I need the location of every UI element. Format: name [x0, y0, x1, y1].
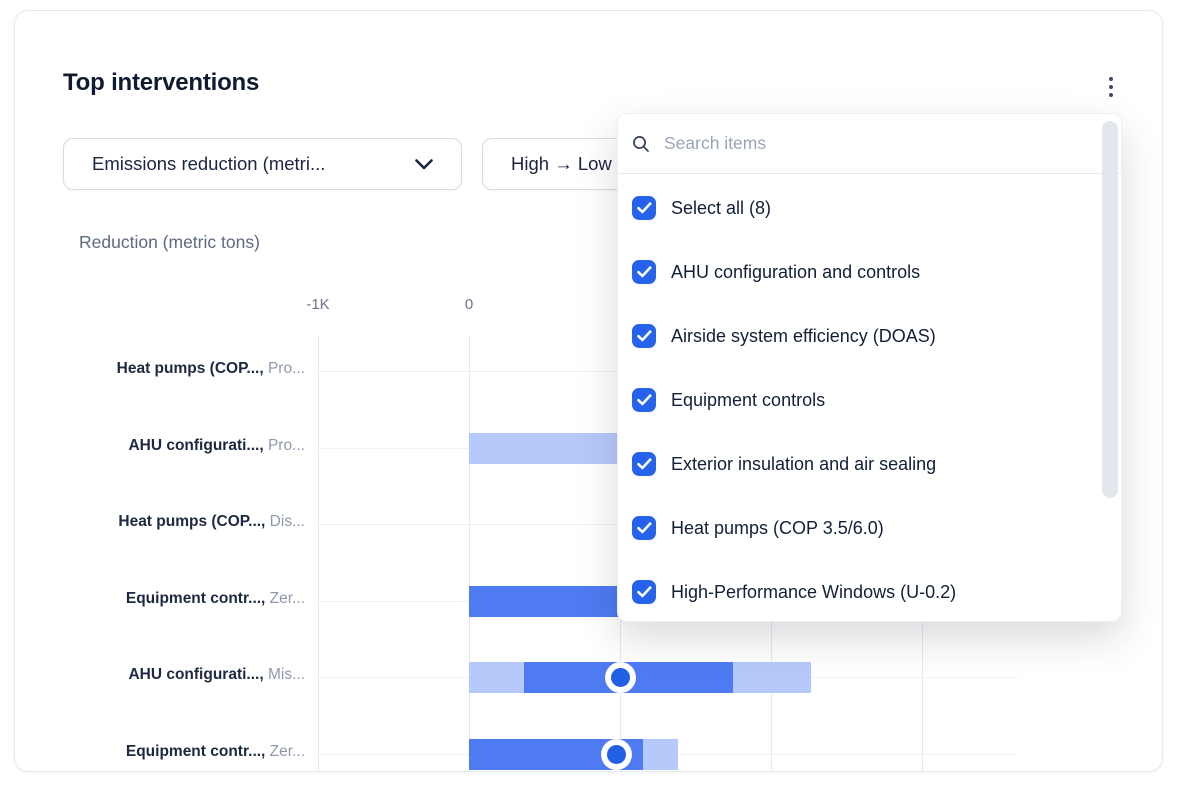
search-input[interactable]: [662, 132, 1107, 155]
kebab-menu-button[interactable]: [1097, 71, 1125, 103]
x-tick-label: 0: [464, 296, 474, 313]
row-label-scenario: Zer...: [265, 590, 305, 607]
dropdown-item-label: High-Performance Windows (U-0.2): [671, 581, 957, 602]
dropdown-item-list: Select all (8) AHU configuration and cont…: [618, 176, 1121, 624]
row-label-intervention: Heat pumps (COP...,: [118, 513, 266, 530]
metric-select[interactable]: Emissions reduction (metri...: [63, 138, 462, 190]
scrollbar-thumb[interactable]: [1102, 121, 1118, 498]
marker-dot-icon: [607, 745, 626, 764]
kebab-vertical-icon: [1108, 92, 1114, 98]
row-label-intervention: AHU configurati...,: [128, 666, 264, 683]
checkbox-checked-icon[interactable]: [632, 388, 656, 412]
kebab-vertical-icon: [1108, 84, 1114, 90]
row-label-scenario: Pro...: [263, 437, 305, 454]
dropdown-item[interactable]: Exterior insulation and air sealing: [618, 432, 1121, 496]
dropdown-item-label: Airside system efficiency (DOAS): [671, 325, 936, 346]
bar-segment-light: [469, 662, 524, 693]
card-title: Top interventions: [63, 69, 260, 96]
row-label-scenario: Pro...: [263, 360, 305, 377]
dropdown-item[interactable]: High-Performance Windows (U-0.2): [618, 560, 1121, 624]
row-label: Equipment contr..., Zer...: [30, 590, 305, 608]
row-label-intervention: Heat pumps (COP...,: [116, 360, 264, 377]
bar-segment-light: [643, 739, 678, 770]
row-label-scenario: Mis...: [263, 666, 305, 683]
dropdown-item-label: Exterior insulation and air sealing: [671, 453, 937, 474]
bar-segment-dark: [469, 586, 620, 617]
kebab-vertical-icon: [1108, 76, 1114, 82]
row-label-intervention: AHU configurati...,: [128, 437, 264, 454]
expected-value-marker: [605, 662, 636, 693]
x-tick-label: -1K: [306, 296, 330, 313]
dropdown-item[interactable]: Heat pumps (COP 3.5/6.0): [618, 496, 1121, 560]
chart-axis-title: Reduction (metric tons): [79, 232, 260, 252]
row-label-intervention: Equipment contr...,: [125, 743, 266, 760]
row-label: AHU configurati..., Pro...: [30, 437, 305, 455]
chevron-down-icon: [415, 158, 433, 169]
multiselect-dropdown-panel: Select all (8) AHU configuration and cont…: [617, 113, 1122, 622]
dropdown-item-label: Heat pumps (COP 3.5/6.0): [671, 517, 884, 538]
dropdown-item-label: Equipment controls: [671, 389, 826, 410]
row-label-scenario: Zer...: [265, 743, 305, 760]
dropdown-item[interactable]: Airside system efficiency (DOAS): [618, 304, 1121, 368]
bar-segment-light: [733, 662, 811, 693]
x-gridline: [469, 335, 470, 772]
dropdown-item-label: Select all (8): [671, 197, 772, 218]
dropdown-item[interactable]: AHU configuration and controls: [618, 240, 1121, 304]
bar-segment-light: [469, 433, 620, 464]
checkbox-checked-icon[interactable]: [632, 580, 656, 604]
dropdown-item[interactable]: Equipment controls: [618, 368, 1121, 432]
select-all-item[interactable]: Select all (8): [618, 176, 1121, 240]
row-label: AHU configurati..., Mis...: [30, 666, 305, 684]
dropdown-item-label: AHU configuration and controls: [671, 261, 921, 282]
search-icon: [633, 135, 649, 152]
marker-dot-icon: [611, 668, 630, 687]
divider: [618, 173, 1121, 174]
metric-select-value: Emissions reduction (metri...: [92, 153, 326, 174]
checkbox-checked-icon[interactable]: [632, 516, 656, 540]
row-label: Equipment contr..., Zer...: [30, 743, 305, 761]
checkbox-checked-icon[interactable]: [632, 324, 656, 348]
checkbox-checked-icon[interactable]: [632, 196, 656, 220]
x-gridline: [318, 335, 319, 772]
search-row: [618, 114, 1121, 173]
row-label: Heat pumps (COP..., Dis...: [30, 513, 305, 531]
row-label-intervention: Equipment contr...,: [125, 590, 266, 607]
expected-value-marker: [601, 739, 632, 770]
checkbox-checked-icon[interactable]: [632, 452, 656, 476]
row-label: Heat pumps (COP..., Pro...: [30, 360, 305, 378]
row-label-scenario: Dis...: [265, 513, 305, 530]
sort-select-value: High → Low: [511, 153, 612, 174]
checkbox-checked-icon[interactable]: [632, 260, 656, 284]
